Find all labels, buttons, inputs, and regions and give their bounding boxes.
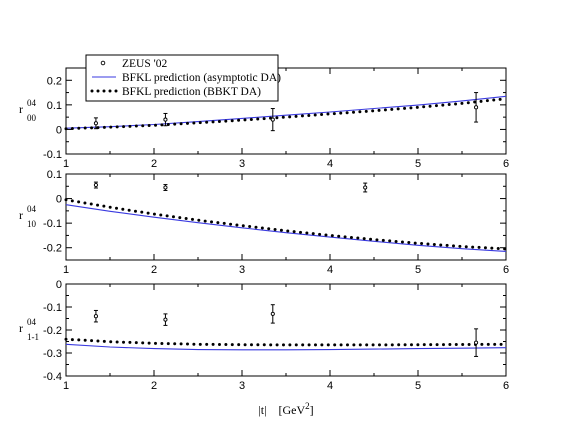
x-tick-label: 6: [503, 158, 509, 170]
legend-entry-2: BFKL prediction (asymptotic DA): [122, 72, 281, 84]
y-axis-label-sup: 04: [27, 204, 37, 214]
series-line-asymptotic: [65, 95, 507, 129]
x-tick-label: 4: [327, 158, 333, 170]
y-axis-label-sup: 04: [27, 317, 37, 327]
y-tick-label: -0.3: [43, 348, 62, 360]
y-tick-label: -0.4: [43, 371, 62, 383]
y-tick-label: 0.1: [47, 169, 62, 181]
x-tick-label: 4: [327, 380, 333, 392]
y-tick-label: -0.1: [43, 302, 62, 314]
y-axis-label-sup: 04: [27, 98, 37, 108]
x-axis-label-close: ]: [310, 403, 314, 417]
x-tick-label: 3: [239, 380, 245, 392]
x-tick-label: 3: [239, 158, 245, 170]
series-line-bbkt: [64, 337, 508, 347]
y-tick-label: -0.1: [43, 149, 62, 161]
x-tick-label: 1: [63, 380, 69, 392]
x-tick-label: 5: [415, 158, 421, 170]
x-tick-label: 2: [151, 158, 157, 170]
panel-2: 1 2 3 4 5 6 -0.2 -0.1 0 0.1 r 04 10: [19, 169, 509, 276]
legend-box: [85, 54, 279, 102]
x-tick-label: 1: [63, 158, 69, 170]
legend-entry-3: BFKL prediction (BBKT DA): [122, 86, 261, 98]
x-axis-label: |t| [GeV2]: [258, 401, 313, 417]
data-point: [93, 183, 98, 188]
data-point: [270, 311, 275, 316]
y-tick-label: -0.1: [43, 218, 62, 230]
chart-legend: ZEUS '02 BFKL prediction (asymptotic DA) B…: [85, 54, 281, 102]
legend-entry-1: ZEUS '02: [122, 58, 167, 70]
x-tick-label: 2: [151, 380, 157, 392]
x-tick-label: 5: [415, 264, 421, 276]
data-point: [163, 317, 168, 322]
y-tick-label: 0.2: [47, 75, 62, 87]
data-point: [363, 185, 368, 190]
y-tick-label: -0.2: [43, 243, 62, 255]
x-tick-label: 2: [151, 264, 157, 276]
panel-3: 1 2 3 4 5 6 -0.4 -0.3 -0.2 -0.1 0 r 04 1-1: [19, 279, 509, 392]
x-axis-label-sup: 2: [305, 401, 310, 411]
y-axis-label: r: [19, 102, 23, 116]
series-line-asymptotic: [65, 343, 507, 351]
y-tick-label: 0: [56, 124, 62, 136]
plot-frame: [65, 283, 507, 377]
y-tick-label: 0: [56, 279, 62, 291]
series-line-asymptotic: [65, 204, 507, 252]
y-axis-label: r: [19, 321, 23, 335]
data-point: [93, 121, 98, 126]
y-tick-label: -0.2: [43, 325, 62, 337]
x-tick-label: 1: [63, 264, 69, 276]
data-point: [163, 117, 168, 122]
y-axis-label: r: [19, 208, 23, 222]
y-axis-label-sub: 1-1: [27, 332, 39, 342]
x-tick-label: 3: [239, 264, 245, 276]
y-axis-label-sub: 10: [27, 219, 37, 229]
data-point: [270, 117, 275, 122]
panel-1: 1 2 3 4 5 6 -0.1 0 0.1 0.2 r 04 00: [19, 67, 509, 170]
data-point: [93, 314, 98, 319]
y-axis-label-sub: 00: [27, 113, 37, 123]
y-tick-label: 0.1: [47, 100, 62, 112]
legend-marker-data: [100, 60, 106, 66]
data-point: [163, 185, 168, 190]
x-tick-label: 4: [327, 264, 333, 276]
y-tick-label: 0: [56, 194, 62, 206]
series-line-bbkt: [64, 198, 508, 251]
x-tick-label: 6: [503, 380, 509, 392]
data-point: [474, 340, 479, 345]
x-tick-label: 6: [503, 264, 509, 276]
data-point: [474, 105, 479, 110]
x-tick-label: 5: [415, 380, 421, 392]
x-axis-label-main: |t| [GeV: [258, 403, 305, 417]
